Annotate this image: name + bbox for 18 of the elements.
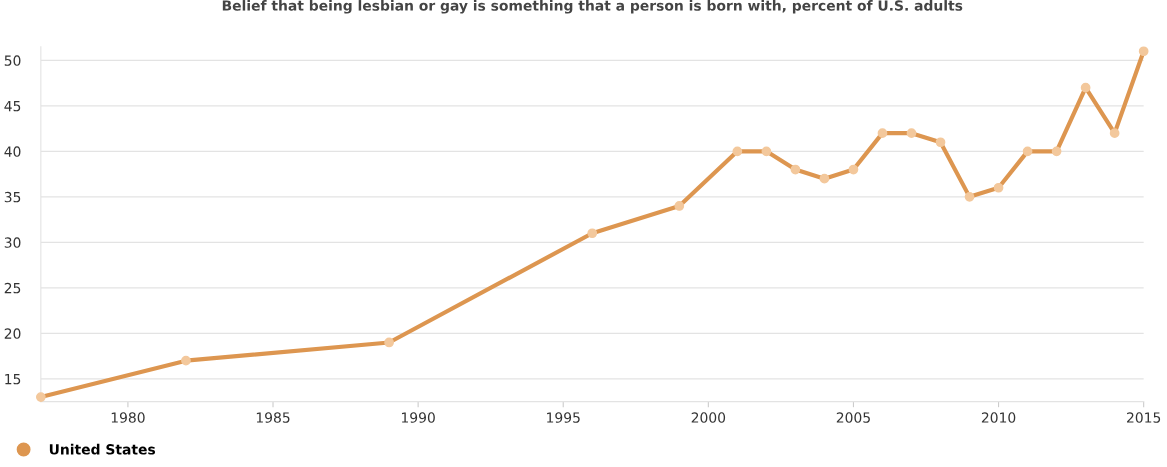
x-tick-label: 2010 (981, 412, 1016, 423)
x-tick-label: 1995 (547, 412, 580, 423)
y-tick-label: 30 (4, 237, 21, 248)
y-tick-label: 15 (5, 374, 21, 385)
y-tick-label: 45 (4, 101, 21, 112)
y-tick-label: 50 (4, 55, 21, 66)
x-tick-label: 1985 (256, 412, 290, 423)
y-tick-label: 20 (4, 328, 21, 339)
chart-title: Belief that being lesbian or gay is something that a person is born with, percent of U.S. adults (222, 0, 963, 14)
y-tick-label: 40 (4, 146, 21, 157)
x-tick-label: 2000 (691, 412, 726, 423)
legend-label: United States (49, 443, 156, 455)
x-tick-label: 2005 (836, 412, 870, 423)
x-tick-label: 1980 (111, 412, 145, 423)
y-tick-label: 25 (4, 282, 21, 294)
y-tick-label: 35 (4, 191, 21, 203)
x-tick-label: 1990 (401, 412, 435, 423)
x-tick-label: 2015 (1127, 412, 1161, 423)
